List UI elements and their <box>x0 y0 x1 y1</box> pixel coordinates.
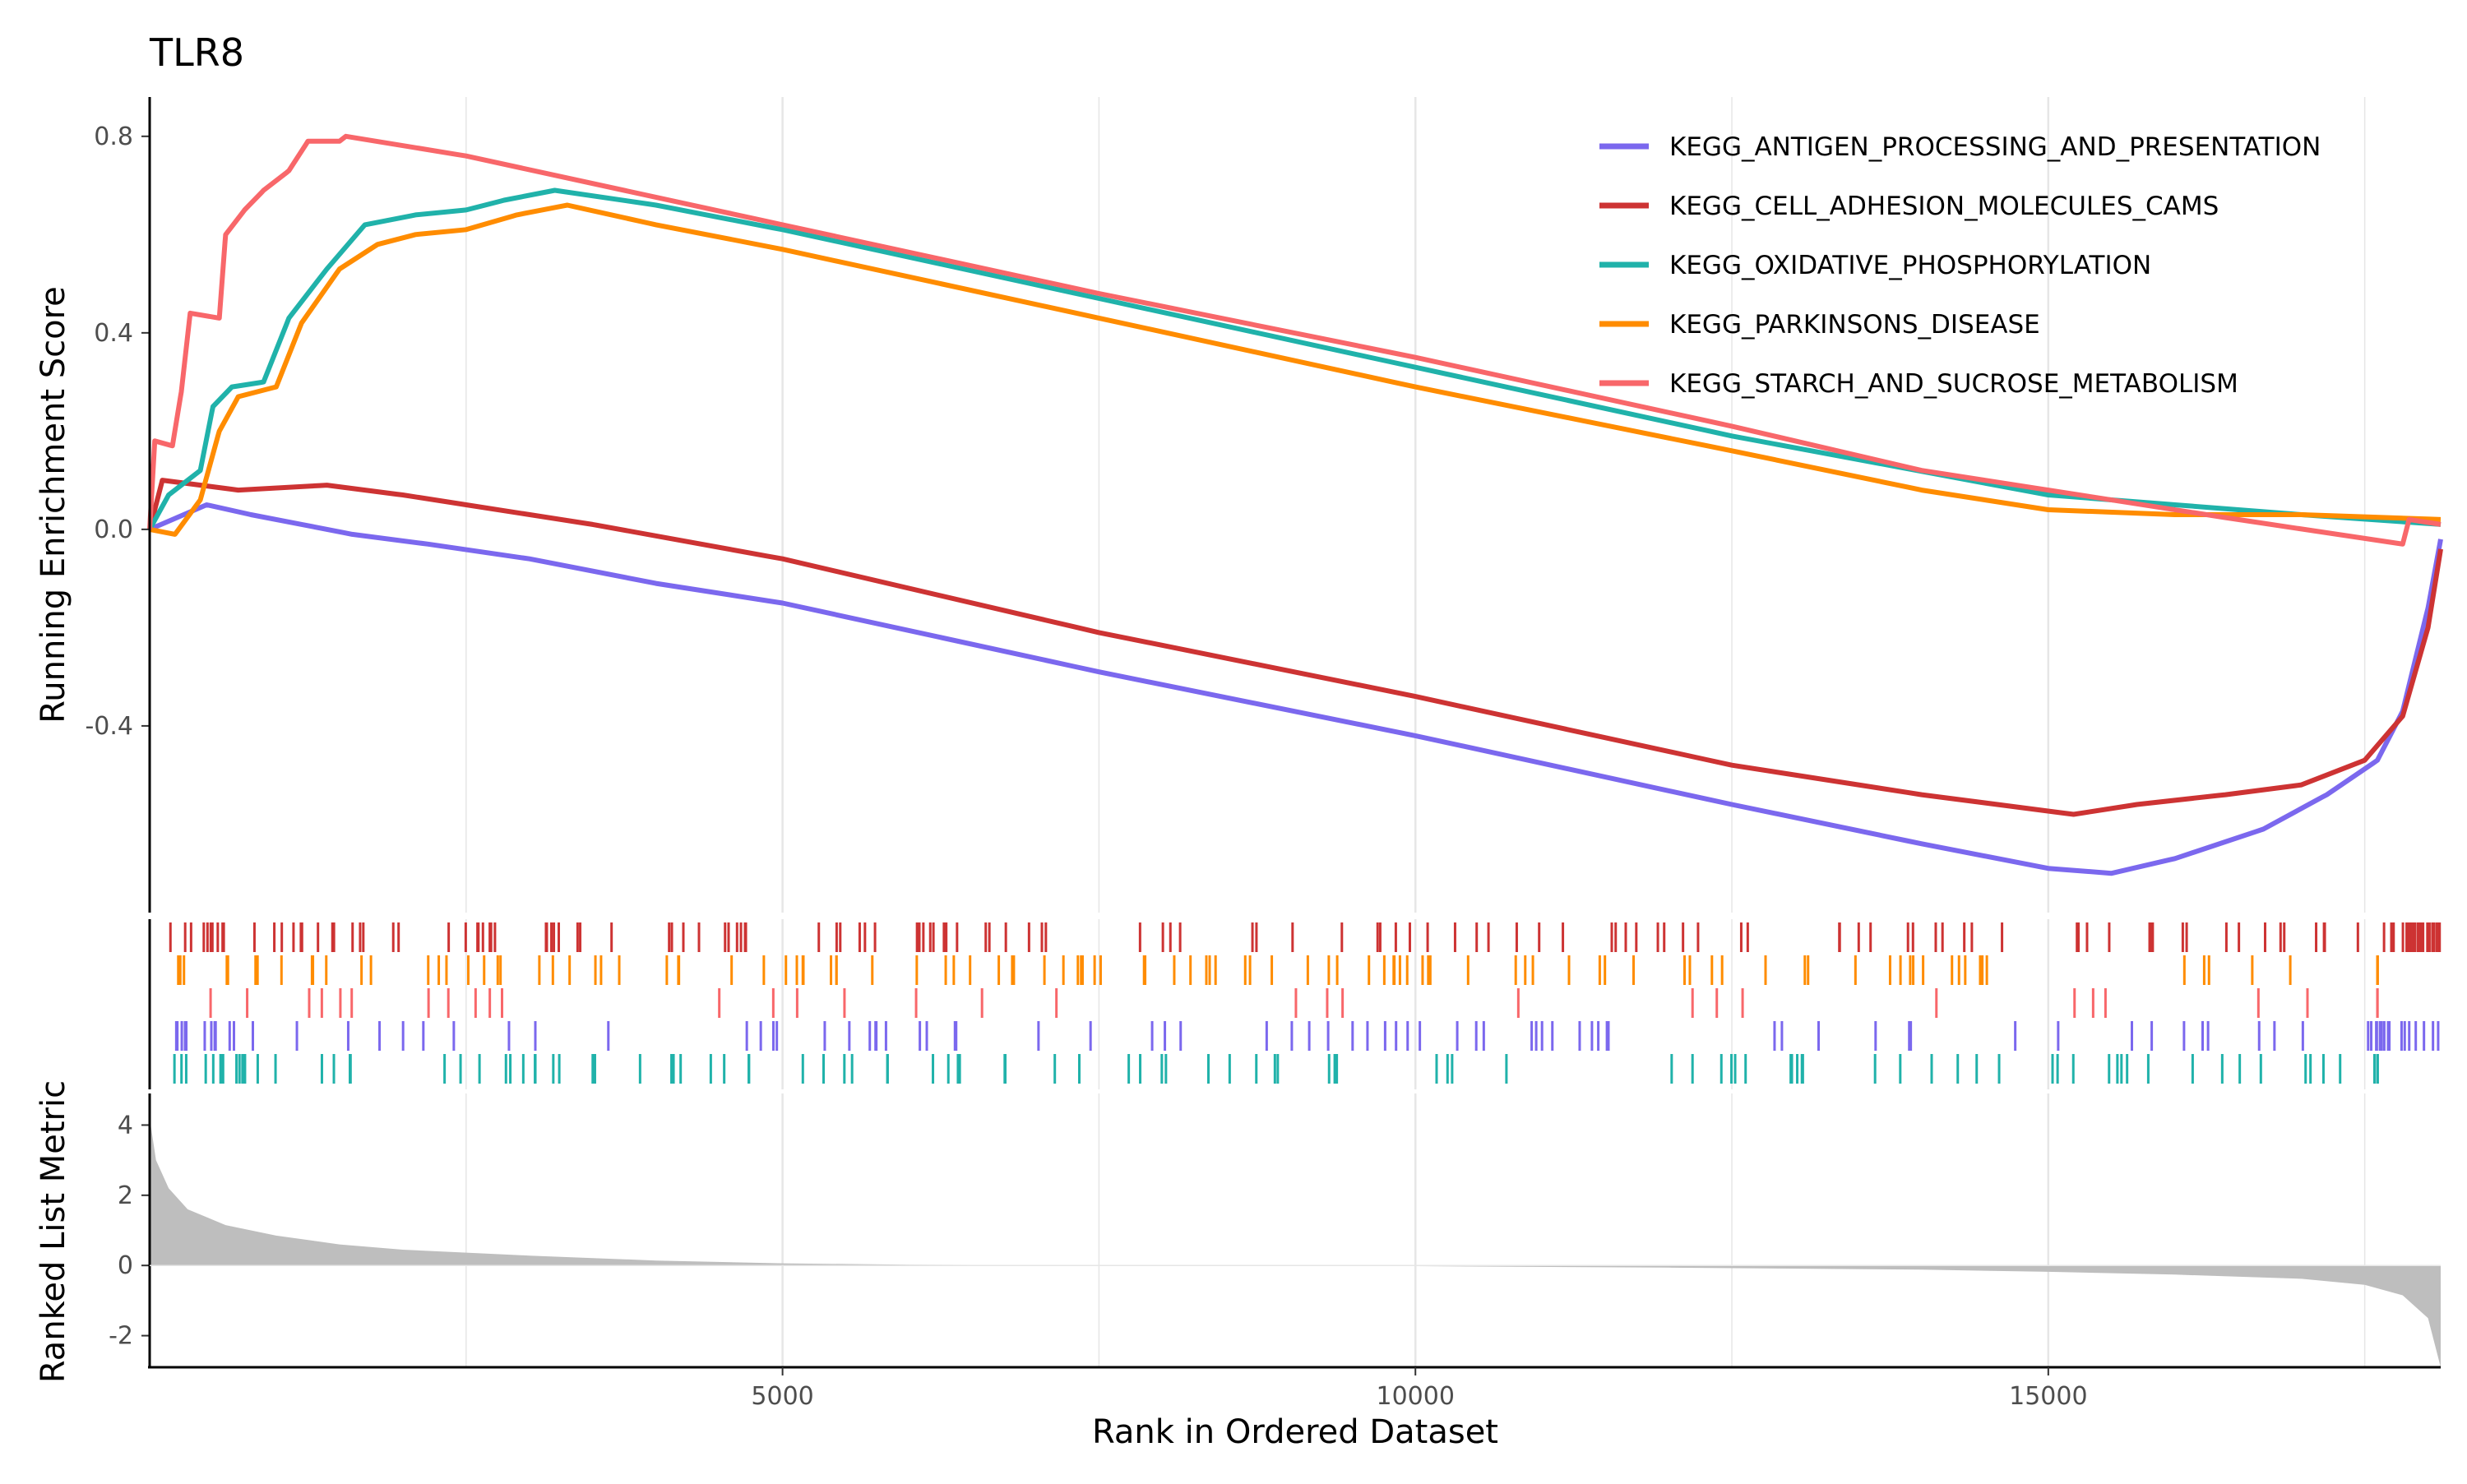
legend-label: KEGG_CELL_ADHESION_MOLECULES_CAMS <box>1669 192 2219 221</box>
series-line-kegg-starch-and-sucrose-metabolism <box>147 133 2442 547</box>
x-axis-title: Rank in Ordered Dataset <box>1092 1413 1498 1451</box>
legend-label: KEGG_STARCH_AND_SUCROSE_METABOLISM <box>1669 369 2238 399</box>
legend-item: KEGG_OXIDATIVE_PHOSPHORYLATION <box>1599 251 2151 280</box>
legend-item: KEGG_STARCH_AND_SUCROSE_METABOLISM <box>1599 369 2238 399</box>
series-line-kegg-oxidative-phosphorylation <box>147 187 2442 531</box>
gene-hits-panel <box>148 919 2442 1089</box>
grid-ranked-metric <box>465 1093 2366 1367</box>
y-tick-label: -2 <box>109 1322 133 1351</box>
x-tick-label: 15000 <box>2009 1382 2087 1411</box>
ranked-metric-axis-title: Ranked List Metric <box>35 1080 72 1383</box>
running-score-panel: -0.4 0.0 0.4 0.8 <box>85 97 2443 913</box>
running-score-axis-title: Running Enrichment Score <box>35 286 72 724</box>
x-tick-label: 5000 <box>751 1382 813 1411</box>
x-tick-label: 10000 <box>1377 1382 1455 1411</box>
ranked-metric-panel: -2 0 2 4 5000 10000 15000 <box>109 1093 2441 1411</box>
y-tick-label: 4 <box>118 1111 133 1140</box>
series-line-kegg-antigen-processing-and-presentation <box>148 502 2443 876</box>
gene-hit-rows <box>169 922 2442 1084</box>
legend-label: KEGG_PARKINSONS_DISEASE <box>1669 310 2040 340</box>
enrichment-lines <box>147 133 2443 876</box>
legend-item: KEGG_ANTIGEN_PROCESSING_AND_PRESENTATION <box>1599 132 2321 162</box>
series-line-kegg-cell-adhesion-molecules-cams <box>147 478 2443 817</box>
x-axis: 5000 10000 15000 <box>751 1367 2088 1411</box>
legend-label: KEGG_OXIDATIVE_PHOSPHORYLATION <box>1669 251 2151 280</box>
grid-running-score <box>465 97 2366 913</box>
y-tick-label: 0 <box>118 1251 133 1280</box>
y-tick-label: 0.0 <box>94 515 133 544</box>
running-score-y-axis: -0.4 0.0 0.4 0.8 <box>85 123 150 741</box>
y-tick-label: 2 <box>118 1181 133 1210</box>
series-line-kegg-parkinsons-disease <box>149 202 2442 537</box>
legend-item: KEGG_PARKINSONS_DISEASE <box>1599 310 2040 340</box>
legend-item: KEGG_CELL_ADHESION_MOLECULES_CAMS <box>1599 192 2219 221</box>
legend: KEGG_ANTIGEN_PROCESSING_AND_PRESENTATION… <box>1599 132 2321 399</box>
y-tick-label: 0.4 <box>94 319 133 348</box>
y-tick-label: -0.4 <box>85 712 133 741</box>
chart-title: TLR8 <box>149 30 244 75</box>
y-tick-label: 0.8 <box>94 123 133 151</box>
legend-label: KEGG_ANTIGEN_PROCESSING_AND_PRESENTATION <box>1669 132 2321 162</box>
ranked-metric-y-axis: -2 0 2 4 <box>109 1111 150 1351</box>
